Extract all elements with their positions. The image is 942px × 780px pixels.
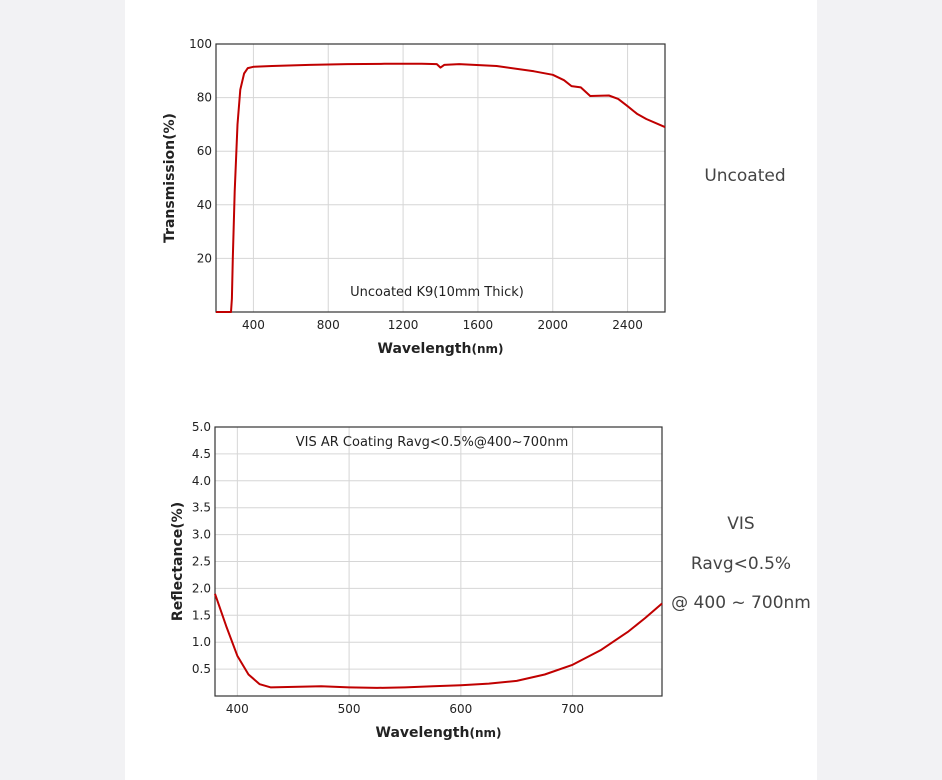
y-tick-label: 4.5: [192, 447, 211, 461]
x-tick-label: 1200: [388, 318, 419, 332]
y-tick-label: 80: [197, 91, 212, 105]
plot-frame: [214, 426, 663, 697]
y-tick-label: 4.0: [192, 474, 211, 488]
y-tick-label: 3.0: [192, 528, 211, 542]
plot-frame: [215, 43, 666, 313]
y-tick-label: 2.0: [192, 581, 211, 595]
series-line: [214, 593, 663, 689]
transmission-chart: 400 800 1200 1600 2000 2400 20 40 60 80 100 Wavelen…: [162, 37, 666, 357]
x-tick-label: 700: [561, 702, 584, 716]
reflectance-chart: 400 500 600 700 0.5 1.0 1.5 2.0 2.5 3.0 3.5 4.0 4.5 5…: [170, 420, 663, 741]
y-tick-label: 20: [197, 251, 212, 265]
x-tick-label: 800: [317, 318, 340, 332]
vis-label: VIS: [727, 514, 755, 534]
y-tick-label: 3.5: [192, 501, 211, 515]
y-tick-label: 1.0: [192, 635, 211, 649]
x-tick-label: 400: [242, 318, 265, 332]
y-tick-label: 60: [197, 144, 212, 158]
y-tick-label: 100: [189, 37, 212, 51]
y-axis-label: Reflectance(%): [170, 502, 186, 621]
y-tick-label: 2.5: [192, 555, 211, 569]
x-tick-label: 600: [449, 702, 472, 716]
ravg-label: Ravg<0.5%: [690, 554, 792, 574]
series-line: [216, 62, 666, 313]
y-axis-label: Transmission(%): [162, 113, 178, 243]
wavelength-range-label: @ 400 ~ 700nm: [671, 593, 811, 613]
chart-annotation: Uncoated K9(10mm Thick): [350, 285, 524, 300]
x-tick-label: 2000: [537, 318, 568, 332]
uncoated-label: Uncoated: [704, 166, 786, 186]
chart-annotation: VIS AR Coating Ravg<0.5%@400~700nm: [296, 435, 569, 450]
x-tick-label: 500: [338, 702, 361, 716]
y-tick-label: 5.0: [192, 420, 211, 434]
y-tick-label: 1.5: [192, 608, 211, 622]
x-tick-label: 1600: [463, 318, 494, 332]
x-tick-label: 400: [226, 702, 249, 716]
y-tick-label: 40: [197, 198, 212, 212]
y-tick-label: 0.5: [192, 662, 211, 676]
x-axis-label: Wavelength(nm): [378, 341, 504, 357]
content-panel: [125, 0, 817, 780]
x-axis-label: Wavelength(nm): [376, 725, 502, 741]
x-tick-label: 2400: [612, 318, 643, 332]
